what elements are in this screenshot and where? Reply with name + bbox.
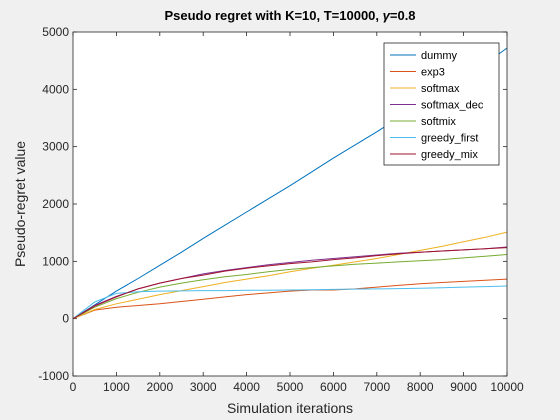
y-tick-label: 5000 [42, 25, 69, 39]
y-tick-label: 2000 [42, 197, 69, 211]
series-line-greedy_first [72, 285, 508, 320]
legend-label: softmax [421, 83, 460, 95]
legend-label: dummy [421, 50, 458, 62]
x-tick-label: 9000 [450, 380, 477, 394]
x-tick-label: 5000 [277, 380, 304, 394]
x-tick-label: 6000 [320, 380, 347, 394]
legend-label: greedy_mix [421, 149, 478, 161]
legend-label: exp3 [421, 67, 445, 79]
y-tick-label: -1000 [38, 369, 69, 383]
x-tick-label: 10000 [490, 380, 524, 394]
x-tick-label: 1000 [103, 380, 130, 394]
y-axis-ticks: -1000 0 1000 2000 3000 4000 5000 [38, 25, 507, 383]
chart-title: Pseudo regret with K=10, T=10000, γ=0.8 [164, 8, 415, 23]
plot-frame [72, 31, 508, 377]
series-lines [72, 47, 508, 320]
series-line-softmax [72, 231, 508, 320]
chart-title-suffix: =0.8 [390, 8, 416, 23]
y-tick-label: 1000 [42, 254, 69, 268]
legend-label: greedy_first [421, 133, 478, 145]
series-line-exp3 [72, 278, 508, 320]
x-tick-label: 2000 [146, 380, 173, 394]
x-tick-label: 3000 [190, 380, 217, 394]
x-axis-label: Simulation iterations [227, 400, 353, 416]
legend-label: softmax_dec [421, 100, 484, 112]
series-line-greedy_mix [72, 247, 508, 320]
legend-label: softmix [421, 116, 456, 128]
x-tick-label: 0 [70, 380, 77, 394]
x-tick-label: 7000 [363, 380, 390, 394]
gamma-symbol: γ [383, 8, 391, 23]
y-tick-label: 0 [62, 312, 69, 326]
series-line-softmix [72, 254, 508, 320]
y-tick-label: 3000 [42, 140, 69, 154]
x-tick-label: 4000 [233, 380, 260, 394]
y-axis-label: Pseudo-regret value [12, 141, 28, 267]
chart-title-prefix: Pseudo regret with K=10, T=10000, [164, 8, 382, 23]
y-tick-label: 4000 [42, 82, 69, 96]
x-tick-label: 8000 [407, 380, 434, 394]
x-axis-ticks: 0 1000 2000 3000 4000 5000 6000 7000 8000 9000 100… [70, 32, 524, 394]
